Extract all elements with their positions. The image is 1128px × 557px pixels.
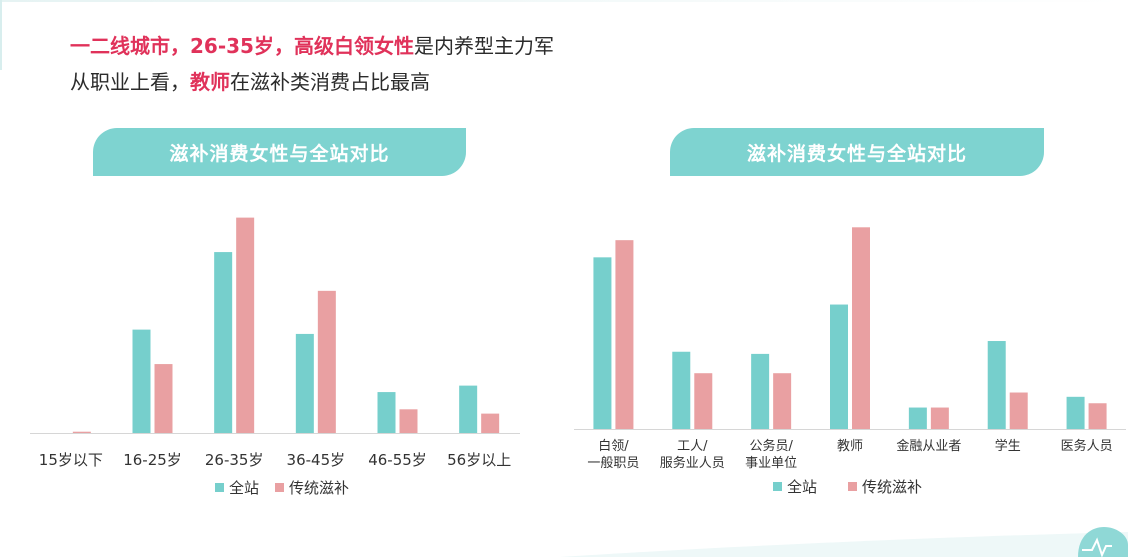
x-tick-label: 一般职员 (587, 455, 639, 471)
headline-segment: 教师 (190, 70, 230, 94)
x-tick-label: 46-55岁 (368, 451, 427, 469)
x-tick-label: 事业单位 (745, 456, 797, 471)
legend-label: 全站 (787, 478, 817, 496)
x-tick-label: 学生 (995, 438, 1021, 454)
bar-site (214, 252, 233, 433)
x-tick-label: 白领/ (598, 438, 629, 454)
x-tick-label: 36-45岁 (287, 451, 346, 469)
legend-label: 全站 (229, 479, 259, 497)
pulse-icon (1082, 537, 1112, 557)
legend-swatch (848, 482, 857, 491)
legend-label: 传统滋补 (289, 479, 349, 497)
bar-tonic (72, 431, 91, 433)
bar-site (908, 407, 927, 429)
bar-site (377, 392, 396, 433)
bar-tonic (481, 413, 500, 433)
legend-swatch (773, 482, 782, 491)
bar-tonic (694, 373, 713, 429)
legend-swatch (275, 483, 284, 492)
bar-site (593, 257, 612, 429)
bar-tonic (1088, 403, 1107, 429)
bar-site (132, 329, 151, 433)
chart-title-banner-age: 滋补消费女性与全站对比 (93, 128, 466, 176)
bar-site (751, 353, 770, 429)
headline-line-2: 从职业上看，教师在滋补类消费占比最高 (70, 69, 430, 95)
bar-site (987, 341, 1006, 429)
bar-site (459, 385, 478, 433)
bar-tonic (399, 409, 418, 433)
legend-label: 传统滋补 (862, 478, 922, 496)
x-tick-label: 56岁以上 (447, 451, 511, 469)
headline-segment: 从职业上看， (70, 70, 190, 94)
x-tick-label: 15岁以下 (39, 451, 103, 469)
bar-tonic (1009, 392, 1028, 429)
bar-tonic (236, 217, 255, 433)
headline-segment: 一二线城市，26-35岁，高级白领女性 (70, 34, 414, 58)
bar-tonic (154, 364, 173, 433)
left-rule (0, 0, 2, 70)
x-tick-label: 医务人员 (1061, 438, 1113, 454)
bar-site (1066, 396, 1085, 429)
bar-tonic (615, 240, 634, 429)
top-rule (0, 0, 1128, 2)
x-tick-label: 工人/ (677, 439, 708, 454)
chart-title-banner-occupation: 滋补消费女性与全站对比 (670, 128, 1044, 176)
x-tick-label: 服务业人员 (660, 455, 725, 471)
x-tick-label: 金融从业者 (896, 438, 961, 454)
bar-tonic (773, 373, 792, 429)
x-tick-label: 26-35岁 (205, 451, 264, 469)
bar-site (672, 351, 691, 429)
bar-tonic (852, 227, 870, 429)
headline-segment: 在滋补类消费占比最高 (230, 70, 430, 94)
headline-segment: 是内养型主力军 (413, 34, 554, 58)
bar-tonic (317, 290, 336, 433)
bar-site (830, 304, 848, 429)
legend-swatch (215, 483, 224, 492)
x-tick-label: 公务员/ (749, 438, 793, 454)
headline-line-1: 一二线城市，26-35岁，高级白领女性是内养型主力军 (70, 33, 554, 59)
bar-tonic (930, 407, 949, 429)
x-tick-label: 教师 (837, 438, 863, 454)
bar-site (295, 333, 314, 433)
x-tick-label: 16-25岁 (123, 451, 182, 469)
